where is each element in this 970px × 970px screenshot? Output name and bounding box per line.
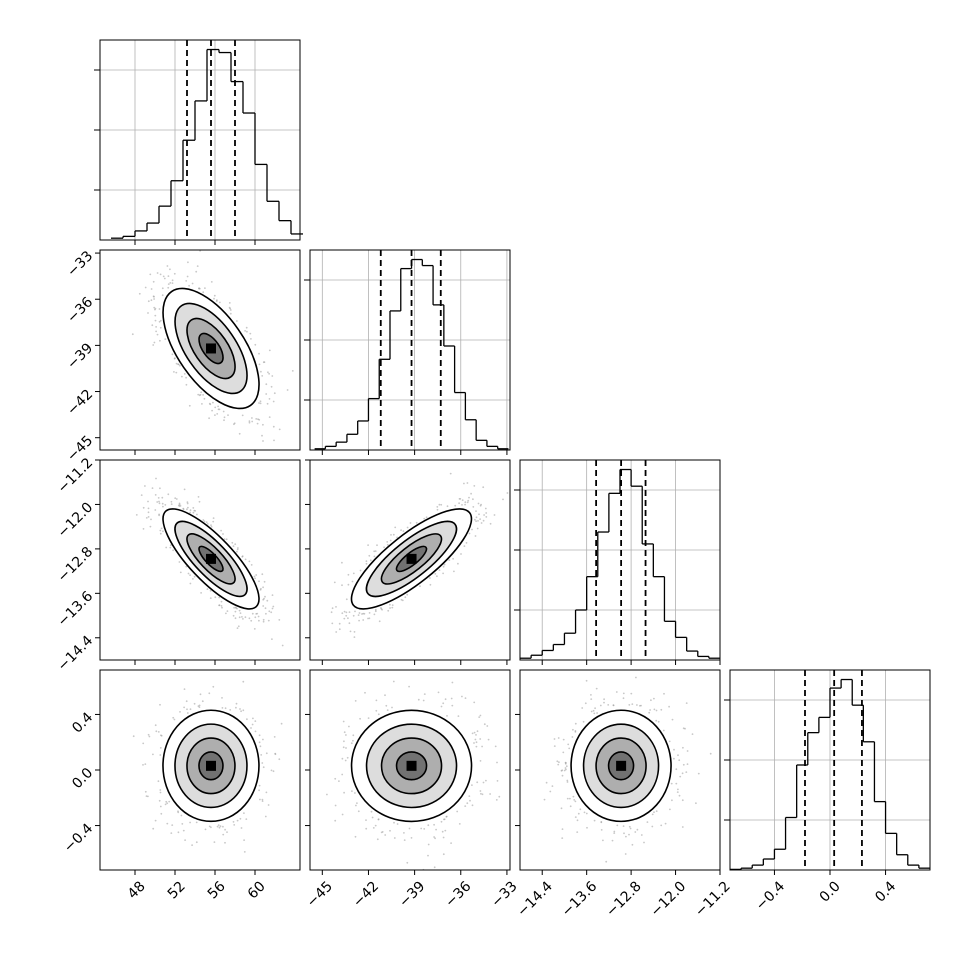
panel-frame: [309, 249, 511, 451]
scatter-panel-1-2: [305, 459, 511, 665]
panel-frame: [99, 459, 301, 661]
contour-line: [198, 332, 224, 365]
histogram-panel-3: [724, 669, 931, 875]
scatter-points: [131, 250, 294, 442]
density-peak: [206, 553, 216, 564]
contour-line: [365, 520, 458, 598]
x-tick-label: −12.8: [603, 878, 645, 920]
contour-line: [380, 737, 443, 795]
histogram-panel-1: [304, 249, 511, 455]
contour-line: [582, 723, 660, 809]
density-peak: [406, 553, 417, 564]
contour-line: [186, 533, 236, 585]
x-tick-label: 52: [165, 878, 189, 902]
density-peak: [206, 343, 216, 354]
contour-line: [162, 287, 260, 410]
y-tick-label: −33: [64, 248, 96, 280]
x-tick-label: −42: [350, 878, 382, 910]
x-tick-label: −33: [488, 878, 520, 910]
contour-line: [186, 737, 236, 795]
contour-line: [395, 751, 428, 781]
y-tick-label: −14.4: [55, 633, 97, 675]
contour-line: [607, 751, 635, 781]
scatter-panel-2-3: [515, 669, 721, 875]
panel-frame: [309, 459, 511, 661]
y-tick-label: −0.4: [61, 820, 96, 855]
x-tick-label: −45: [304, 878, 336, 910]
x-tick-label: −0.4: [753, 878, 788, 913]
y-tick-label: −42: [64, 387, 96, 419]
y-tick-label: −39: [64, 340, 96, 372]
y-tick-label: 0.4: [69, 709, 96, 736]
x-tick-label: −11.2: [692, 878, 734, 920]
contour-line: [174, 723, 248, 809]
x-tick-label: −13.6: [559, 878, 601, 920]
x-tick-label: −36: [442, 878, 474, 910]
scatter-points: [132, 680, 283, 853]
contour-line: [350, 508, 473, 610]
x-tick-label: 60: [245, 878, 269, 902]
x-tick-label: 0.4: [872, 878, 899, 905]
x-tick-label: −39: [396, 878, 428, 910]
contour-line: [595, 737, 647, 795]
x-tick-label: 0.0: [817, 878, 844, 905]
x-tick-label: −12.0: [648, 878, 690, 920]
panel-frame: [99, 39, 301, 241]
x-tick-label: −14.4: [514, 878, 556, 920]
contour-line: [380, 533, 443, 585]
density-peak: [616, 760, 627, 771]
y-tick-label: −12.8: [55, 544, 97, 586]
contour-line: [365, 723, 458, 809]
contour-line: [162, 709, 260, 823]
y-tick-label: −12.0: [55, 499, 97, 541]
contour-line: [174, 520, 248, 598]
x-tick-label: 48: [125, 878, 149, 902]
scatter-panel-0-3: [95, 669, 301, 875]
contour-line: [174, 302, 248, 395]
x-tick-label: 56: [205, 878, 229, 902]
panel-frame: [99, 249, 301, 451]
contour-line: [162, 508, 260, 610]
histogram-panel-2: [514, 459, 721, 665]
contour-line: [198, 751, 224, 781]
scatter-points: [310, 472, 509, 638]
histogram-panel-0: [94, 39, 303, 245]
scatter-points: [135, 477, 284, 647]
density-peak: [206, 760, 216, 771]
y-tick-label: 0.0: [69, 765, 96, 792]
y-tick-label: −36: [64, 294, 96, 326]
contour-line: [186, 317, 236, 380]
scatter-panel-0-1: [95, 249, 301, 455]
y-tick-label: −13.6: [55, 588, 97, 630]
scatter-points: [543, 676, 712, 863]
scatter-panel-0-2: [95, 459, 301, 665]
contour-line: [570, 709, 672, 823]
scatter-points: [326, 680, 501, 870]
contour-line: [350, 709, 473, 823]
panel-frame: [519, 459, 721, 661]
scatter-panel-1-3: [305, 669, 511, 875]
density-peak: [406, 760, 417, 771]
